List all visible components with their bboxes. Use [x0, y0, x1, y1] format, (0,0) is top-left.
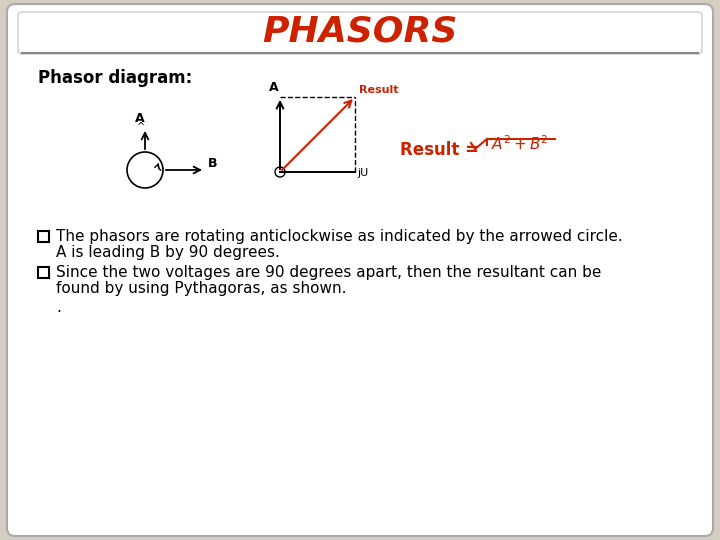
Text: ^: ^: [137, 122, 145, 132]
Text: A: A: [269, 81, 279, 94]
Bar: [38, 267, 49, 278]
Text: .: .: [56, 300, 61, 315]
FancyBboxPatch shape: [18, 12, 702, 54]
Text: found by using Pythagoras, as shown.: found by using Pythagoras, as shown.: [56, 280, 346, 295]
Text: Result: Result: [359, 85, 398, 95]
FancyArrowPatch shape: [155, 164, 161, 170]
Text: A is leading B by 90 degrees.: A is leading B by 90 degrees.: [56, 245, 280, 260]
Text: PHASORS: PHASORS: [262, 15, 458, 49]
Text: The phasors are rotating anticlockwise as indicated by the arrowed circle.: The phasors are rotating anticlockwise a…: [56, 228, 623, 244]
Text: Phasor diagram:: Phasor diagram:: [38, 69, 192, 87]
Bar: [38, 231, 49, 242]
Text: $A^2+B^2$: $A^2+B^2$: [491, 134, 549, 153]
Text: Result =: Result =: [400, 141, 485, 159]
Text: B: B: [208, 157, 217, 170]
Text: jU: jU: [357, 168, 368, 178]
Text: Since the two voltages are 90 degrees apart, then the resultant can be: Since the two voltages are 90 degrees ap…: [56, 265, 601, 280]
FancyBboxPatch shape: [7, 4, 713, 536]
Text: A: A: [135, 112, 145, 125]
